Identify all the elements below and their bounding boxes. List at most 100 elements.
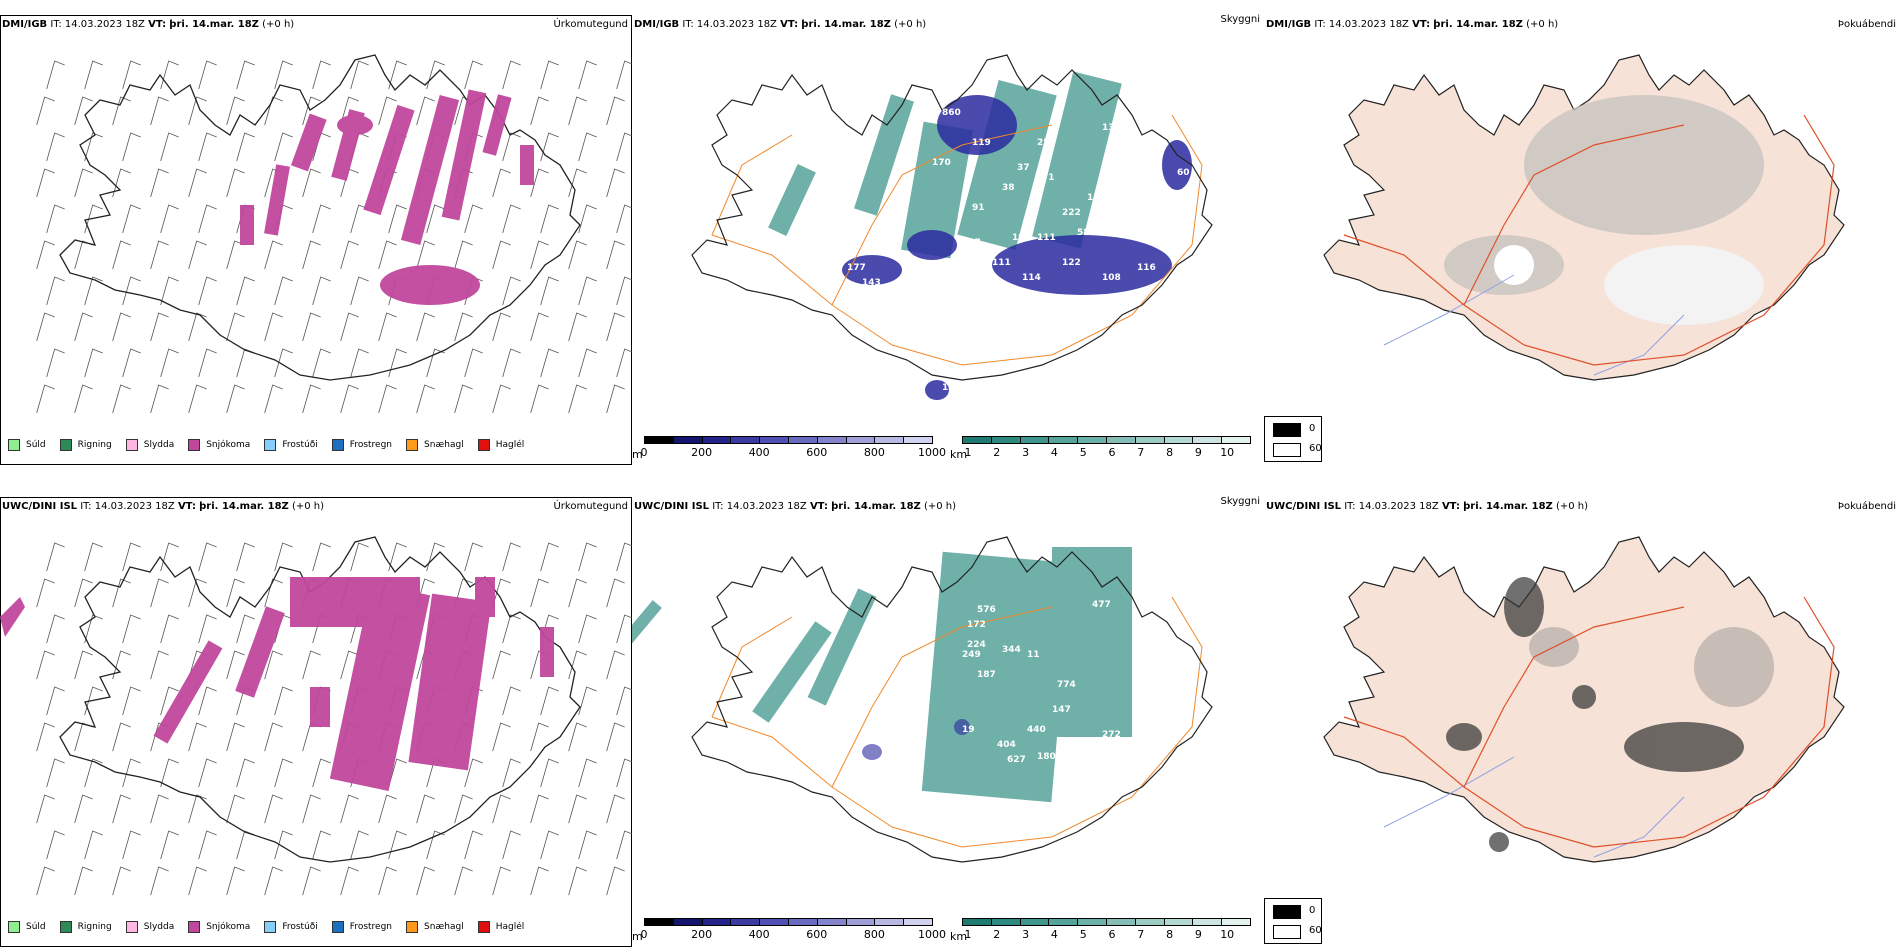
wind-barb: [502, 348, 521, 378]
wind-barb: [112, 384, 131, 414]
legend-item: Haglél: [477, 921, 524, 933]
roads: [711, 114, 1203, 366]
wind-barb: [578, 60, 597, 90]
cloud-base-label: 860: [942, 108, 961, 118]
legend-swatch: [477, 921, 490, 933]
init-time: 14.03.2023 18Z: [64, 19, 145, 30]
legend-label: Frostúði: [282, 922, 318, 932]
cloud-base-areas: [842, 95, 1192, 400]
wind-barb: [502, 614, 521, 644]
wind-barb: [274, 830, 293, 860]
wind-barb: [84, 348, 103, 378]
legend-swatch: [188, 439, 201, 451]
legend-item: Snjókoma: [188, 921, 250, 933]
legend-swatch: [406, 921, 419, 933]
legend-item: Snæhagl: [406, 439, 464, 451]
wind-barb: [502, 132, 521, 162]
wind-barb: [264, 578, 283, 608]
cloud-base-label: 774: [1057, 680, 1076, 690]
wind-barb: [312, 542, 331, 572]
wind-barb: [340, 650, 359, 680]
cloud-base-label: 477: [1092, 600, 1111, 610]
wind-barb: [36, 96, 55, 126]
wind-barb: [188, 384, 207, 414]
precip-panel-row2: UWC/DINI ISL IT: 14.03.2023 18Z VT: þri.…: [0, 497, 632, 947]
wind-barb: [578, 276, 597, 306]
wind-barb: [378, 384, 397, 414]
wind-barb: [112, 866, 131, 896]
wind-barb: [36, 722, 55, 752]
wind-barb: [568, 384, 587, 414]
legend-label: Súld: [26, 440, 46, 450]
visibility-colorbar: km 1 2 3 4 5 6 7 8 9 10: [950, 918, 1251, 943]
colorbar-segment: [874, 918, 905, 926]
colorbar-tick: 1: [964, 928, 972, 941]
wind-barb: [264, 240, 283, 270]
cloud-panel-row2: UWC/DINI ISL IT: 14.03.2023 18Z VT: þri.…: [632, 496, 1264, 947]
colorbar-segment: [1019, 918, 1050, 926]
legend-item: Haglél: [477, 439, 524, 451]
wind-barb: [150, 384, 169, 414]
wind-barb: [74, 96, 93, 126]
wind-barb: [160, 348, 179, 378]
wind-barb: [530, 312, 549, 342]
wind-barb: [36, 650, 55, 680]
wind-barb: [454, 312, 473, 342]
wind-barb: [302, 722, 321, 752]
colorbar-segment: [1077, 918, 1107, 926]
colorbar-tick: 1: [964, 446, 972, 459]
cloud-base-label: 87: [1137, 158, 1150, 168]
wind-barb: [568, 168, 587, 198]
wind-barb: [84, 758, 103, 788]
wind-barb: [236, 542, 255, 572]
valid-time: þri. 14.mar. 18Z: [801, 19, 891, 30]
wind-barb: [198, 542, 217, 572]
wind-barb: [492, 168, 511, 198]
wind-barb: [606, 650, 625, 680]
visibility-colorbar: km 1 2 3 4 5 6 7 8 9 10: [950, 436, 1251, 461]
valid-time: þri. 14.mar. 18Z: [169, 19, 259, 30]
wind-barb: [464, 204, 483, 234]
wind-barb: [122, 276, 141, 306]
wind-barb: [198, 686, 217, 716]
wind-barb: [150, 578, 169, 608]
cloud-base-label: 216: [1117, 750, 1136, 760]
panel-title: Skyggni: [1220, 496, 1260, 507]
legend-label: Snjókoma: [206, 922, 251, 932]
wind-barb: [616, 132, 632, 162]
valid-time: þri. 14.mar. 18Z: [1463, 501, 1553, 512]
colorbar-tick: 6: [1108, 928, 1116, 941]
colorbar-segment: [1192, 918, 1223, 926]
wind-barb: [388, 542, 407, 572]
wind-barb: [616, 204, 632, 234]
valid-time: þri. 14.mar. 18Z: [199, 501, 289, 512]
wind-barb: [350, 348, 369, 378]
wind-barb: [188, 866, 207, 896]
wind-barb: [492, 722, 511, 752]
fog-map: [1323, 54, 1845, 381]
cloud-base-label: 172: [967, 620, 986, 630]
wind-barb: [340, 866, 359, 896]
wind-barb: [160, 614, 179, 644]
colorbar-tick: 200: [691, 446, 713, 459]
fog-legend-label: 0: [1309, 905, 1316, 916]
precip-map: [36, 54, 632, 414]
wind-barb: [340, 794, 359, 824]
wind-barb: [84, 614, 103, 644]
cloud-base-label: 272: [1102, 730, 1121, 740]
wind-barb: [150, 794, 169, 824]
colorbar-segment: [1163, 918, 1194, 926]
wind-barb: [350, 830, 369, 860]
wind-barb: [416, 96, 435, 126]
wind-barb: [378, 866, 397, 896]
wind-barb: [340, 240, 359, 270]
wind-barb: [46, 542, 65, 572]
legend-swatch: [8, 439, 20, 451]
wind-barb: [150, 96, 169, 126]
model-name: DMI/IGB: [634, 19, 680, 30]
init-time: 14.03.2023 18Z: [1358, 501, 1439, 512]
wind-barb: [302, 312, 321, 342]
wind-barb: [84, 276, 103, 306]
wind-barb: [502, 60, 521, 90]
cloud-base-label: 170: [932, 158, 951, 168]
